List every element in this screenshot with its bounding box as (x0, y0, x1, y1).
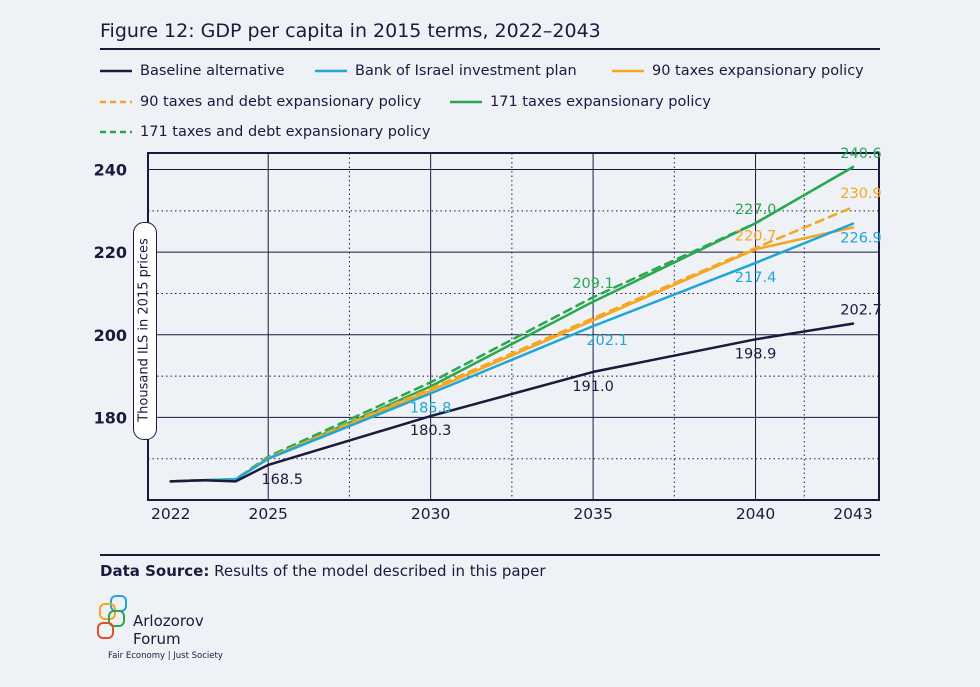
y-axis-label: Thousand ILS in 2015 prices (136, 238, 152, 422)
legend-swatch-171-taxes (450, 100, 482, 104)
data-label: 202.7 (840, 303, 882, 319)
data-source-label: Data Source: (100, 562, 210, 580)
data-label: 198.9 (735, 346, 777, 362)
legend-swatch-boi (315, 69, 347, 73)
x-tick-label: 2043 (833, 505, 872, 523)
legend-label-90-taxes: 90 taxes expansionary policy (652, 63, 864, 79)
y-tick-label: 240 (94, 161, 127, 180)
series-line-3 (169, 205, 855, 483)
x-tick-label: 2035 (573, 505, 612, 523)
data-label: 202.1 (586, 333, 628, 349)
legend-swatch-90-taxes-debt (100, 100, 132, 104)
legend-swatch-171-taxes-debt (100, 130, 132, 134)
x-tick-label: 2040 (736, 505, 775, 523)
logo-line1: Arlozorov (133, 612, 204, 630)
logo-tagline: Fair Economy | Just Society (108, 651, 223, 661)
legend-item-boi: Bank of Israel investment plan (315, 63, 577, 79)
legend-label-boi: Bank of Israel investment plan (355, 63, 577, 79)
data-label: 227.0 (735, 202, 777, 218)
logo-line2: Forum (133, 630, 181, 648)
data-source: Data Source: Results of the model descri… (100, 562, 546, 580)
legend-label-171-taxes-debt: 171 taxes and debt expansionary policy (140, 124, 431, 140)
data-label: 191.0 (572, 379, 614, 395)
x-tick-label: 2022 (151, 505, 190, 523)
title-rule (100, 48, 880, 50)
x-tick-label: 2025 (248, 505, 287, 523)
legend-swatch-90-taxes (612, 69, 644, 73)
legend-label-90-taxes-debt: 90 taxes and debt expansionary policy (140, 94, 422, 110)
y-tick-label: 180 (94, 408, 127, 427)
legend-item-171-taxes-debt: 171 taxes and debt expansionary policy (100, 124, 430, 140)
legend-label-171-taxes: 171 taxes expansionary policy (490, 94, 711, 110)
y-tick-label: 220 (94, 243, 127, 262)
legend-item-90-taxes-debt: 90 taxes and debt expansionary policy (100, 94, 421, 110)
data-label: 230.9 (840, 186, 882, 202)
legend-item-171-taxes: 171 taxes expansionary policy (450, 94, 711, 110)
data-source-text: Results of the model described in this p… (214, 562, 546, 580)
logo-name: Arlozorov Forum (133, 612, 204, 648)
data-label: 240.6 (840, 146, 882, 162)
y-tick-label: 200 (94, 326, 127, 345)
data-label: 217.4 (735, 270, 777, 286)
footer-rule (100, 554, 880, 556)
figure-title: Figure 12: GDP per capita in 2015 terms,… (100, 20, 601, 42)
data-label: 180.3 (410, 423, 452, 439)
legend-swatch-baseline (100, 69, 132, 73)
series-line-0 (169, 322, 855, 483)
data-label: 226.9 (840, 231, 882, 247)
data-label: 220.7 (735, 228, 777, 244)
data-label: 209.1 (572, 276, 614, 292)
legend-item-90-taxes: 90 taxes expansionary policy (612, 63, 864, 79)
arlozorov-logo-icon (97, 595, 127, 639)
legend-label-baseline: Baseline alternative (140, 63, 285, 79)
data-label: 185.8 (410, 400, 452, 416)
data-label: 168.5 (261, 472, 303, 488)
legend-item-baseline: Baseline alternative (100, 63, 285, 79)
x-tick-label: 2030 (411, 505, 450, 523)
y-axis-label-pill (133, 222, 157, 440)
